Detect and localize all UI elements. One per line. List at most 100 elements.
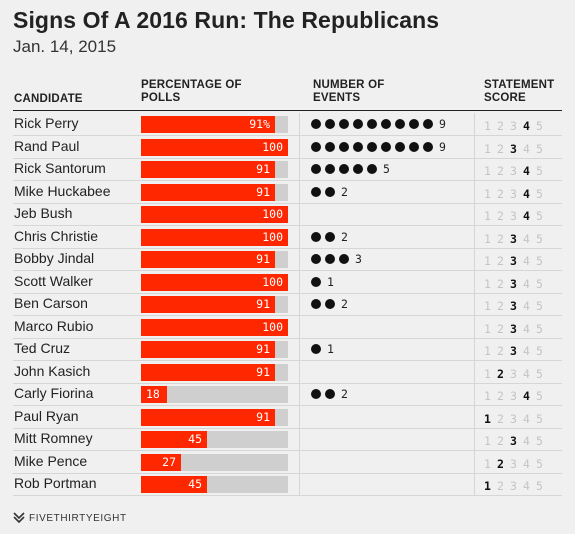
event-dots bbox=[311, 163, 381, 175]
table-row: Mike Huckabee 91 2 1 2 3 4 5 bbox=[0, 181, 575, 204]
candidate-name: Jeb Bush bbox=[14, 205, 73, 221]
score-digit: 1 bbox=[484, 164, 491, 178]
candidate-name: Ted Cruz bbox=[14, 340, 71, 356]
candidate-name: Scott Walker bbox=[14, 272, 93, 289]
event-dot bbox=[395, 119, 405, 129]
score-digit: 5 bbox=[536, 141, 543, 156]
poll-value-label: 100 bbox=[262, 139, 283, 154]
score-digit: 3 bbox=[510, 276, 517, 291]
score-digit: 1 bbox=[484, 389, 491, 403]
table-row: Bobby Jindal 91 3 1 2 3 4 5 bbox=[0, 248, 575, 271]
score-digit: 3 bbox=[510, 254, 517, 268]
event-dot bbox=[339, 254, 349, 264]
score-digit: 2 bbox=[497, 389, 504, 403]
row-divider bbox=[13, 337, 562, 339]
row-divider bbox=[13, 292, 562, 294]
score-digit: 5 bbox=[536, 254, 543, 268]
score-digit: 1 bbox=[484, 209, 491, 223]
poll-bar-track: 45 bbox=[141, 431, 288, 448]
event-count: 2 bbox=[341, 184, 348, 199]
table-row: Rob Portman 45 1 2 3 4 5 bbox=[0, 473, 575, 496]
event-dot bbox=[325, 389, 335, 399]
event-dots bbox=[311, 276, 325, 288]
column-divider bbox=[474, 113, 475, 495]
poll-value-label: 91 bbox=[256, 184, 270, 199]
poll-bar-track: 91 bbox=[141, 363, 288, 381]
poll-value-label: 45 bbox=[188, 477, 202, 491]
score-digit: 1 bbox=[484, 321, 491, 336]
row-divider bbox=[13, 360, 562, 361]
footer-brand: FIVETHIRTYEIGHT bbox=[29, 513, 127, 524]
table-row: Rick Perry 91% 9 1 2 3 4 5 bbox=[0, 113, 575, 136]
score-digit: 2 bbox=[497, 479, 504, 493]
poll-bar bbox=[141, 296, 275, 313]
score-digit: 1 bbox=[484, 479, 491, 493]
event-count: 9 bbox=[439, 139, 446, 154]
score-digit: 5 bbox=[536, 276, 543, 291]
table-row: Mitt Romney 45 1 2 3 4 5 bbox=[0, 428, 575, 451]
score-digit: 1 bbox=[484, 299, 491, 313]
score-digit: 5 bbox=[536, 186, 543, 201]
fivethirtyeight-logo-icon bbox=[13, 512, 25, 524]
event-dot bbox=[311, 231, 321, 242]
poll-bar bbox=[141, 206, 288, 223]
chart-title: Signs Of A 2016 Run: The Republicans bbox=[13, 7, 440, 33]
score-digit: 1 bbox=[484, 411, 491, 426]
score-digit: 3 bbox=[510, 366, 517, 381]
event-dot bbox=[353, 164, 363, 174]
event-dot bbox=[325, 119, 335, 129]
event-dot bbox=[325, 164, 335, 174]
score-digit: 2 bbox=[497, 164, 504, 178]
candidate-name: John Kasich bbox=[14, 362, 91, 379]
event-dots bbox=[311, 118, 437, 130]
poll-bar-track: 91 bbox=[141, 408, 288, 426]
event-dots bbox=[311, 388, 339, 400]
poll-value-label: 91 bbox=[256, 409, 270, 424]
row-divider bbox=[13, 427, 562, 429]
score-digit: 1 bbox=[484, 254, 491, 268]
poll-bar bbox=[141, 138, 288, 156]
footer-logo: FIVETHIRTYEIGHT bbox=[13, 512, 127, 524]
event-dot bbox=[409, 119, 419, 129]
score-digit: 4 bbox=[523, 141, 530, 156]
score-digit: 1 bbox=[484, 231, 491, 246]
score-digit: 2 bbox=[497, 209, 504, 223]
header-events-line-1: NUMBER OF bbox=[313, 79, 385, 91]
score-digit: 1 bbox=[484, 434, 491, 448]
event-count: 2 bbox=[341, 297, 348, 311]
poll-value-label: 91 bbox=[256, 252, 270, 266]
score-digit: 2 bbox=[497, 411, 504, 426]
score-digit: 2 bbox=[497, 456, 504, 471]
score-digit: 3 bbox=[510, 434, 517, 448]
score-digit: 2 bbox=[497, 434, 504, 448]
candidate-name: Rick Santorum bbox=[14, 160, 106, 176]
poll-bar-track: 91 bbox=[141, 161, 288, 178]
event-dot bbox=[367, 164, 377, 174]
score-digit: 2 bbox=[497, 366, 504, 381]
score-digit: 5 bbox=[536, 231, 543, 246]
candidate-name: Mike Huckabee bbox=[14, 182, 111, 199]
poll-bar-track: 100 bbox=[141, 206, 288, 223]
score-digit: 4 bbox=[523, 164, 530, 178]
poll-bar bbox=[141, 318, 288, 336]
score-digit: 1 bbox=[484, 186, 491, 201]
score-digit: 3 bbox=[510, 344, 517, 358]
event-dot bbox=[311, 141, 321, 152]
score-digit: 2 bbox=[497, 276, 504, 291]
table-row: Mike Pence 27 1 2 3 4 5 bbox=[0, 451, 575, 474]
score-digit: 3 bbox=[510, 164, 517, 178]
table-row: Jeb Bush 100 1 2 3 4 5 bbox=[0, 203, 575, 226]
event-dots bbox=[311, 141, 437, 153]
event-dot bbox=[339, 141, 349, 152]
table-row: Paul Ryan 91 1 2 3 4 5 bbox=[0, 406, 575, 429]
event-dot bbox=[381, 119, 391, 129]
event-count: 5 bbox=[383, 162, 390, 176]
score-digit: 4 bbox=[523, 479, 530, 493]
